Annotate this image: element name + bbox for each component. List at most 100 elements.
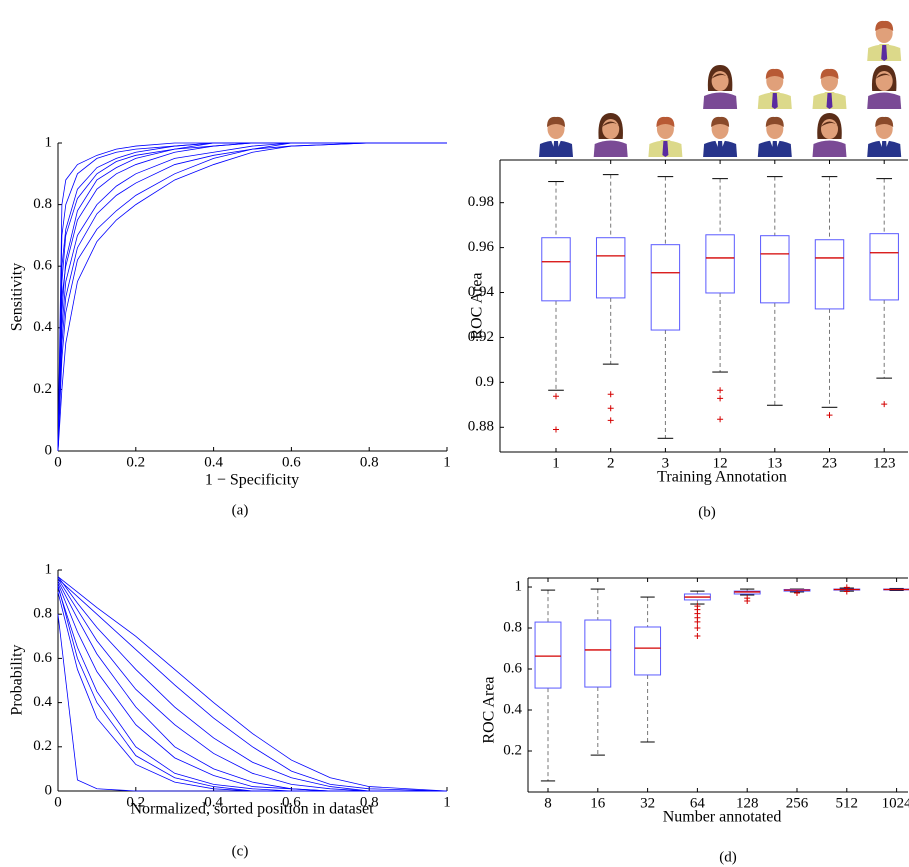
curve [57,142,447,452]
box [760,235,790,304]
y-axis-label: ROC Area [469,272,486,339]
y-tick-label: 0.8 [33,606,52,622]
curve [57,142,447,452]
icon-fringe [711,73,730,79]
x-tick-label: 128 [736,795,759,811]
curve [57,142,447,452]
x-axis-label: Number annotated [663,809,782,826]
outlier [607,405,614,412]
y-tick-label: 0.96 [468,239,495,255]
x-tick-label: 64 [690,795,706,811]
outlier [794,589,800,596]
curve [57,583,447,792]
x-tick-label: 1024 [882,795,909,811]
x-axis-label: Training Annotation [657,469,787,486]
x-axis-label: 1 − Specificity [205,472,299,489]
caption: (d) [719,849,737,865]
y-tick-label: 1 [45,134,53,150]
annotator-icon [703,65,738,109]
curve [57,580,447,792]
y-tick-label: 0.6 [33,650,52,666]
x-tick-label: 1 [443,794,451,810]
curve [57,585,447,792]
icon-hair [820,68,839,79]
icon-body [812,140,847,157]
icon-tie [662,141,669,157]
y-tick-label: 0.8 [503,619,522,635]
y-tick-label: 0.4 [33,319,52,335]
box [814,239,845,310]
annotator-icon [593,113,628,157]
outlier [553,393,559,400]
curve [57,142,447,452]
outlier [607,417,614,424]
x-tick-label: 0.2 [126,794,145,810]
outlier [881,401,888,408]
curve [57,614,447,792]
x-axis-label: Normalized, sorted position in dataset [130,801,374,818]
x-tick-label: 23 [822,455,837,471]
x-tick-label: 32 [640,795,655,811]
annotator-icon [539,116,573,157]
y-tick-label: 0.2 [33,381,52,397]
annotator-icon [757,116,792,157]
x-tick-label: 0.4 [204,454,223,470]
icon-tie [553,141,559,157]
annotator-icon [703,116,738,157]
curve [57,576,448,792]
curve [57,578,448,792]
outlier [826,412,833,419]
curve [57,578,447,792]
outlier [553,426,559,433]
icon-hair [547,116,565,127]
caption: (c) [232,843,249,859]
box [705,234,735,294]
box [650,244,681,331]
outlier [744,597,751,604]
y-tick-label: 0.8 [33,196,52,212]
caption: (b) [698,504,716,520]
curve [57,142,447,452]
icon-tie [881,45,888,61]
icon-hair [765,68,784,79]
icon-tie [826,93,833,109]
x-tick-label: 3 [662,455,670,471]
y-tick-label: 0.4 [33,694,52,710]
y-tick-label: 0.6 [503,660,522,676]
icon-fringe [601,121,620,127]
icon-fringe [875,73,894,79]
x-tick-label: 256 [786,795,809,811]
box [869,233,899,301]
annotator-icon [867,116,902,157]
annotator-icon [867,65,902,109]
y-tick-label: 0.4 [503,701,522,717]
y-tick-label: 0.6 [33,258,52,274]
icon-hair [875,20,894,31]
y-tick-label: 0 [45,442,53,458]
icon-body [703,92,738,109]
icon-hair [875,116,894,127]
outlier [843,588,850,595]
x-tick-label: 0.6 [282,454,301,470]
curve [57,587,447,792]
annotator-icon [812,113,847,157]
curve [57,142,447,452]
icon-tie [717,141,724,157]
icon-fringe [820,121,839,127]
outlier [717,387,724,394]
x-tick-label: 1 [552,455,560,471]
y-tick-label: 0.98 [468,194,494,210]
outlier [717,416,724,423]
curve [57,142,447,452]
box [584,619,612,688]
y-tick-label: 1 [45,561,53,577]
outlier [717,395,724,402]
y-axis-label: Sensitivity [9,263,26,331]
annotator-icon [648,116,683,157]
x-tick-label: 0.8 [360,454,379,470]
y-tick-label: 0.2 [503,742,522,758]
icon-hair [711,116,730,127]
y-tick-label: 0 [45,782,53,798]
x-tick-label: 0.4 [204,794,223,810]
